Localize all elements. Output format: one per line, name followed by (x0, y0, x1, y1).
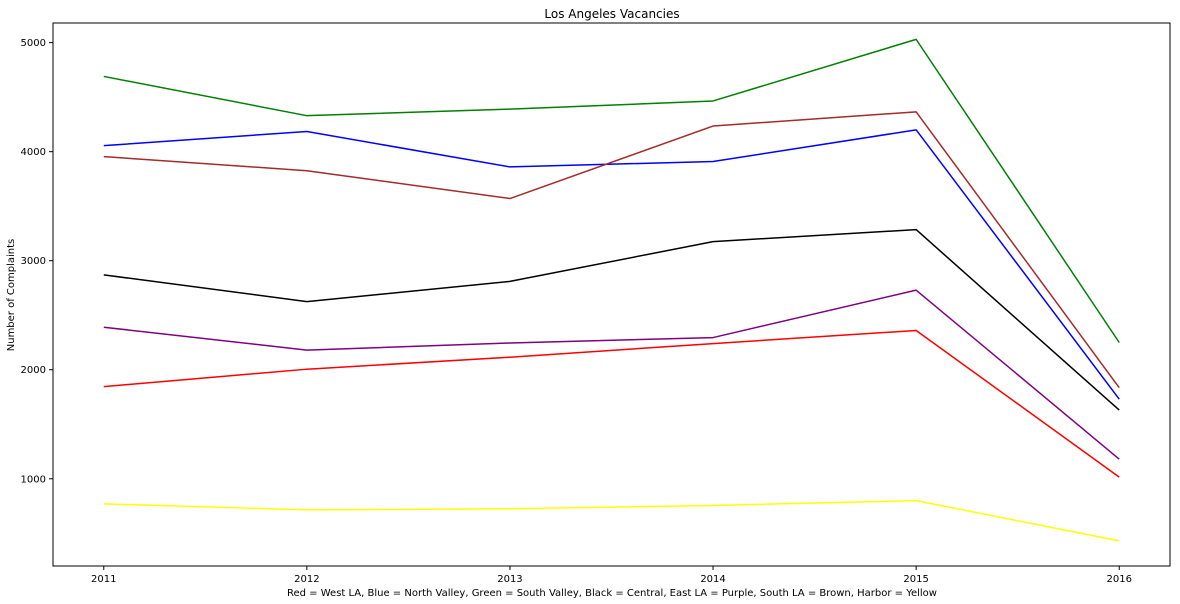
x-tick-label: 2012 (294, 574, 319, 585)
y-axis-label: Number of Complaints (6, 239, 17, 352)
x-tick-label: 2013 (497, 574, 522, 585)
chart-title: Los Angeles Vacancies (544, 7, 679, 21)
x-axis-label: Red = West LA, Blue = North Valley, Gree… (287, 588, 937, 599)
series-line-3 (103, 111, 1120, 389)
x-tick-label: 2015 (903, 574, 928, 585)
y-axis: 1000 2000 3000 4000 5000 (21, 38, 53, 485)
plot-lines (103, 38, 1120, 542)
x-tick-label: 2016 (1107, 574, 1132, 585)
y-tick-label: 5000 (21, 38, 46, 49)
series-line-1 (103, 38, 1120, 343)
x-tick-label: 2011 (91, 574, 116, 585)
y-tick-label: 3000 (21, 256, 46, 267)
plot-frame (52, 22, 1171, 567)
x-tick-label: 2014 (700, 574, 725, 585)
series-line-2 (103, 129, 1120, 400)
y-tick-label: 1000 (21, 474, 46, 485)
y-tick-label: 2000 (21, 365, 46, 376)
series-line-4 (103, 228, 1120, 411)
series-line-5 (103, 289, 1120, 460)
series-line-6 (103, 329, 1120, 478)
x-axis: 2011 2012 2013 2014 2015 2016 (91, 566, 1132, 585)
y-tick-label: 4000 (21, 147, 46, 158)
series-line-7 (103, 499, 1120, 542)
